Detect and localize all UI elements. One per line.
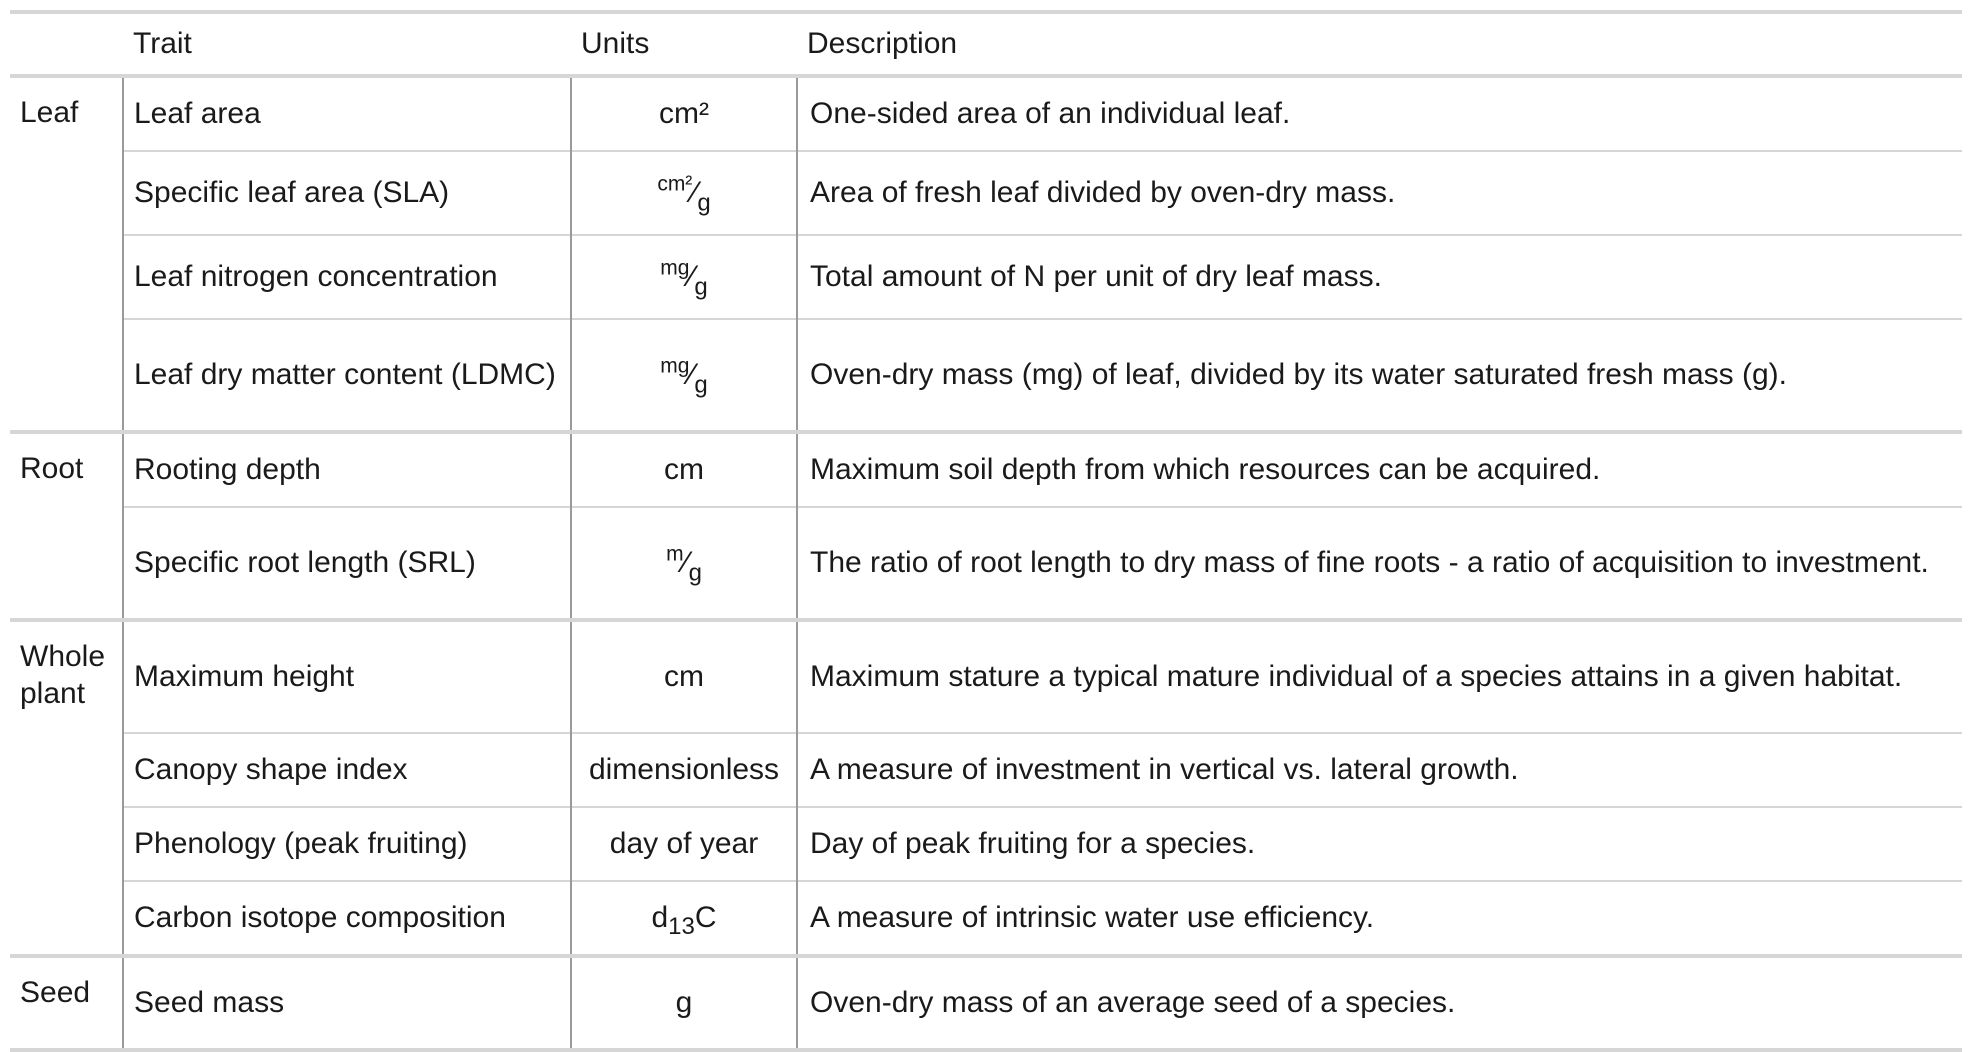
table-row: Phenology (peak fruiting) day of year Da… (10, 806, 1962, 881)
unit-numerator: cm² (657, 172, 693, 196)
unit-fraction: cm²⁄g (657, 172, 711, 217)
table-row: Specific leaf area (SLA) cm²⁄g Area of f… (10, 150, 1962, 235)
description-cell: One-sided area of an individual leaf. (796, 76, 1962, 151)
units-cell: day of year (570, 806, 797, 881)
units-cell: d13C (570, 880, 797, 956)
group-name: Seed (20, 976, 91, 1009)
description-cell: Area of fresh leaf divided by oven-dry m… (796, 150, 1962, 235)
table-row: Leaf Leaf area cm² One-sided area of an … (10, 76, 1962, 151)
description-cell: The ratio of root length to dry mass of … (796, 506, 1962, 620)
unit-fraction: m⁄g (666, 542, 702, 587)
trait-cell: Carbon isotope composition (122, 880, 571, 956)
units-cell: dimensionless (570, 732, 797, 807)
trait-cell: Rooting depth (122, 432, 571, 507)
unit-denominator: g (697, 189, 711, 217)
table-row: Carbon isotope composition d13C A measur… (10, 880, 1962, 956)
trait-cell: Specific leaf area (SLA) (122, 150, 571, 235)
group-name: Leaf (20, 96, 79, 129)
trait-cell: Specific root length (SRL) (122, 506, 571, 620)
unit-denominator: g (688, 559, 702, 587)
table-row: Root Rooting depth cm Maximum soil depth… (10, 432, 1962, 507)
unit-denominator: g (694, 273, 708, 301)
units-cell: cm (570, 620, 797, 733)
group-whole-plant: Whole plant Maximum height cm Maximum st… (10, 620, 1962, 956)
unit-denominator: g (694, 371, 708, 399)
trait-cell: Leaf dry matter content (LDMC) (122, 318, 571, 432)
table-row: Leaf nitrogen concentration mg⁄g Total a… (10, 234, 1962, 319)
trait-table: Trait Units Description Leaf Leaf area c… (10, 10, 1962, 1052)
units-cell: cm²⁄g (570, 150, 797, 235)
unit-tail: C (694, 901, 717, 934)
description-cell: Total amount of N per unit of dry leaf m… (796, 234, 1962, 319)
group-name: Whole plant (20, 640, 106, 710)
units-cell: mg⁄g (570, 318, 797, 432)
header-group (10, 12, 123, 76)
table-header: Trait Units Description (10, 12, 1962, 76)
header-description: Description (807, 27, 958, 60)
header-units: Units (581, 27, 650, 60)
group-seed: Seed Seed mass g Oven-dry mass of an ave… (10, 956, 1962, 1050)
group-root: Root Rooting depth cm Maximum soil depth… (10, 432, 1962, 620)
units-cell: cm² (570, 76, 797, 151)
trait-cell: Leaf nitrogen concentration (122, 234, 571, 319)
description-cell: A measure of investment in vertical vs. … (796, 732, 1962, 807)
header-trait: Trait (133, 27, 192, 60)
unit-subscript: 13 (668, 913, 695, 941)
unit-numerator: m (666, 542, 684, 566)
table-row: Specific root length (SRL) m⁄g The ratio… (10, 506, 1962, 620)
description-cell: A measure of intrinsic water use efficie… (796, 880, 1962, 956)
unit-fraction: mg⁄g (660, 256, 708, 301)
unit-base: d (651, 901, 669, 934)
units-cell: m⁄g (570, 506, 797, 620)
unit-fraction: mg⁄g (660, 354, 708, 399)
unit-numerator: mg (660, 256, 690, 280)
description-cell: Oven-dry mass (mg) of leaf, divided by i… (796, 318, 1962, 432)
table-row: Canopy shape index dimensionless A measu… (10, 732, 1962, 807)
trait-cell: Leaf area (122, 76, 571, 151)
group-name: Root (20, 452, 84, 485)
description-cell: Day of peak fruiting for a species. (796, 806, 1962, 881)
description-cell: Maximum soil depth from which resources … (796, 432, 1962, 507)
description-cell: Oven-dry mass of an average seed of a sp… (796, 956, 1962, 1050)
trait-cell: Seed mass (122, 956, 571, 1050)
trait-cell: Canopy shape index (122, 732, 571, 807)
units-cell: cm (570, 432, 797, 507)
table-row: Whole plant Maximum height cm Maximum st… (10, 620, 1962, 733)
unit-numerator: mg (660, 354, 690, 378)
units-cell: mg⁄g (570, 234, 797, 319)
table-row: Leaf dry matter content (LDMC) mg⁄g Oven… (10, 318, 1962, 432)
trait-cell: Maximum height (122, 620, 571, 733)
table-row: Seed Seed mass g Oven-dry mass of an ave… (10, 956, 1962, 1050)
description-cell: Maximum stature a typical mature individ… (796, 620, 1962, 733)
trait-cell: Phenology (peak fruiting) (122, 806, 571, 881)
group-leaf: Leaf Leaf area cm² One-sided area of an … (10, 76, 1962, 432)
units-cell: g (570, 956, 797, 1050)
trait-table-container: Trait Units Description Leaf Leaf area c… (10, 10, 1962, 1052)
